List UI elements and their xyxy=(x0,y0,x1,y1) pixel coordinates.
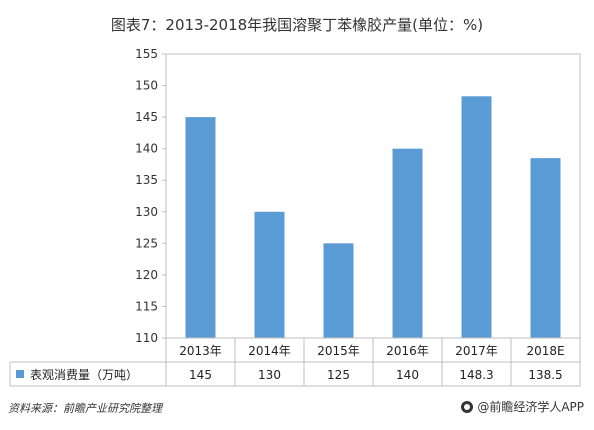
y-tick-label: 155 xyxy=(135,47,158,61)
bar xyxy=(530,158,561,338)
y-tick-label: 145 xyxy=(135,110,158,124)
data-value-label: 140 xyxy=(396,368,419,382)
category-label: 2017年 xyxy=(455,344,498,358)
chart-title: 图表7：2013-2018年我国溶聚丁苯橡胶产量(单位：%) xyxy=(110,16,484,34)
data-value-label: 130 xyxy=(258,368,281,382)
category-label: 2013年 xyxy=(179,344,222,358)
data-value-label: 138.5 xyxy=(528,368,562,382)
plot-area xyxy=(165,53,581,339)
bar xyxy=(323,243,354,338)
category-label: 2014年 xyxy=(248,344,291,358)
bar xyxy=(185,117,216,338)
y-tick-label: 125 xyxy=(135,236,158,250)
legend-label: 表观消费量（万吨） xyxy=(30,368,138,382)
legend-swatch xyxy=(16,370,24,378)
y-tick-label: 115 xyxy=(135,299,158,313)
data-value-label: 145 xyxy=(189,368,212,382)
category-label: 2015年 xyxy=(317,344,360,358)
y-tick-label: 140 xyxy=(135,142,158,156)
y-tick-label: 135 xyxy=(135,173,158,187)
data-table: 2013年 2014年 2015年 2016年 2017年 2018E 表观消费量（万吨） 1… xyxy=(9,337,581,387)
plot-border xyxy=(165,53,581,339)
brand-logo-icon xyxy=(461,400,474,413)
brand-text: @前瞻经济学人APP xyxy=(477,400,584,414)
data-value-label: 125 xyxy=(327,368,350,382)
category-label: 2018E xyxy=(526,344,564,358)
data-value-label: 148.3 xyxy=(459,368,493,382)
y-tick-label: 150 xyxy=(135,79,158,93)
brand-credit: @前瞻经济学人APP xyxy=(461,398,584,415)
y-tick-label: 110 xyxy=(135,331,158,345)
y-tick-label: 120 xyxy=(135,268,158,282)
source-note: 资料来源：前瞻产业研究院整理 xyxy=(8,402,162,415)
y-tick-label: 130 xyxy=(135,205,158,219)
bar xyxy=(254,211,285,338)
bar-chart: 110 115 120 125 130 135 140 145 150 155 2013年 2014… xyxy=(9,47,581,387)
bar xyxy=(461,96,492,338)
bar xyxy=(392,148,423,338)
y-axis: 110 115 120 125 130 135 140 145 150 155 xyxy=(135,47,166,345)
category-label: 2016年 xyxy=(386,344,429,358)
